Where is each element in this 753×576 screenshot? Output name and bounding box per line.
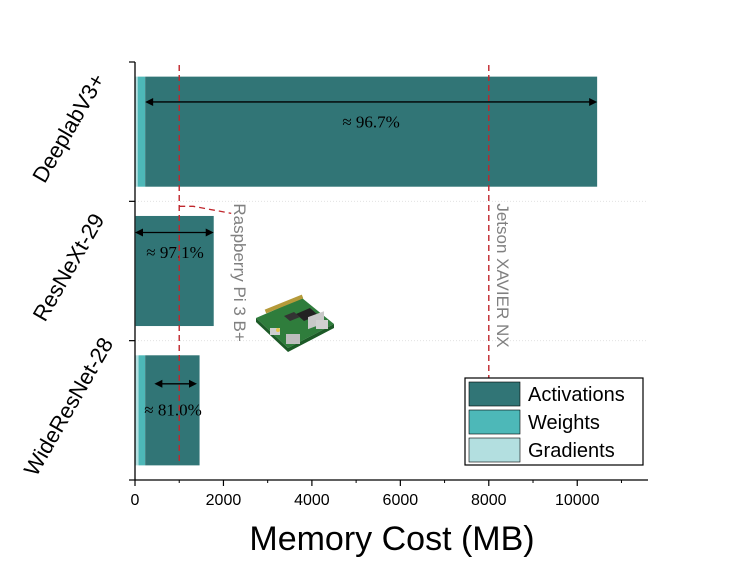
legend-label-weights: Weights xyxy=(528,412,600,434)
x-tick-label-4: 8000 xyxy=(471,492,507,509)
reference-label-1: Jetson XAVIER NX xyxy=(493,203,512,347)
bar-activations-1 xyxy=(135,215,214,327)
legend-swatch-gradients xyxy=(468,437,521,463)
legend-swatch-activations xyxy=(468,381,521,407)
x-tick-label-1: 2000 xyxy=(206,492,242,509)
bar-activations-0 xyxy=(145,76,598,187)
span-arrow-head-right-2 xyxy=(188,379,197,388)
x-tick-label-2: 4000 xyxy=(294,492,330,509)
x-tick-label-0: 0 xyxy=(131,492,140,509)
category-label-0: DeeplabV3+ xyxy=(27,69,110,187)
percent-label-2: ≈ 81.0% xyxy=(144,400,202,419)
x-tick-label-5: 10000 xyxy=(555,492,600,509)
bars-layer xyxy=(135,76,648,466)
percent-label-1: ≈ 97.1% xyxy=(146,243,204,262)
span-arrow-head-left-2 xyxy=(154,379,163,388)
legend: Activations Weights Gradients xyxy=(464,377,644,466)
raspberry-pi-board-icon xyxy=(256,294,334,352)
bar-weights-0 xyxy=(137,76,146,187)
span-arrow-head-right-0 xyxy=(589,97,598,106)
legend-label-gradients: Gradients xyxy=(528,440,615,462)
span-arrow-head-left-1 xyxy=(135,228,143,237)
x-axis-title: Memory Cost (MB) xyxy=(249,520,534,558)
legend-swatch-weights xyxy=(468,409,521,435)
x-tick-label-3: 6000 xyxy=(383,492,419,509)
reference-leader-0 xyxy=(179,205,232,214)
category-label-2: WideResNet-28 xyxy=(19,333,118,480)
percent-label-0: ≈ 96.7% xyxy=(342,112,400,131)
bar-gradients-0 xyxy=(135,76,138,187)
span-arrow-head-left-0 xyxy=(145,97,154,106)
annotations-layer: ≈ 96.7% ≈ 97.1% ≈ 81.0% Raspberry Pi 3 B+ Je… xyxy=(135,65,598,465)
legend-label-activations: Activations xyxy=(528,384,625,406)
bar-activations-2 xyxy=(145,355,200,466)
bar-weights-2 xyxy=(138,355,146,466)
category-label-1: ResNeXt-29 xyxy=(28,209,110,325)
bar-gradients-2 xyxy=(135,355,139,466)
reference-label-0: Raspberry Pi 3 B+ xyxy=(230,203,249,341)
span-arrow-head-right-1 xyxy=(205,228,214,237)
